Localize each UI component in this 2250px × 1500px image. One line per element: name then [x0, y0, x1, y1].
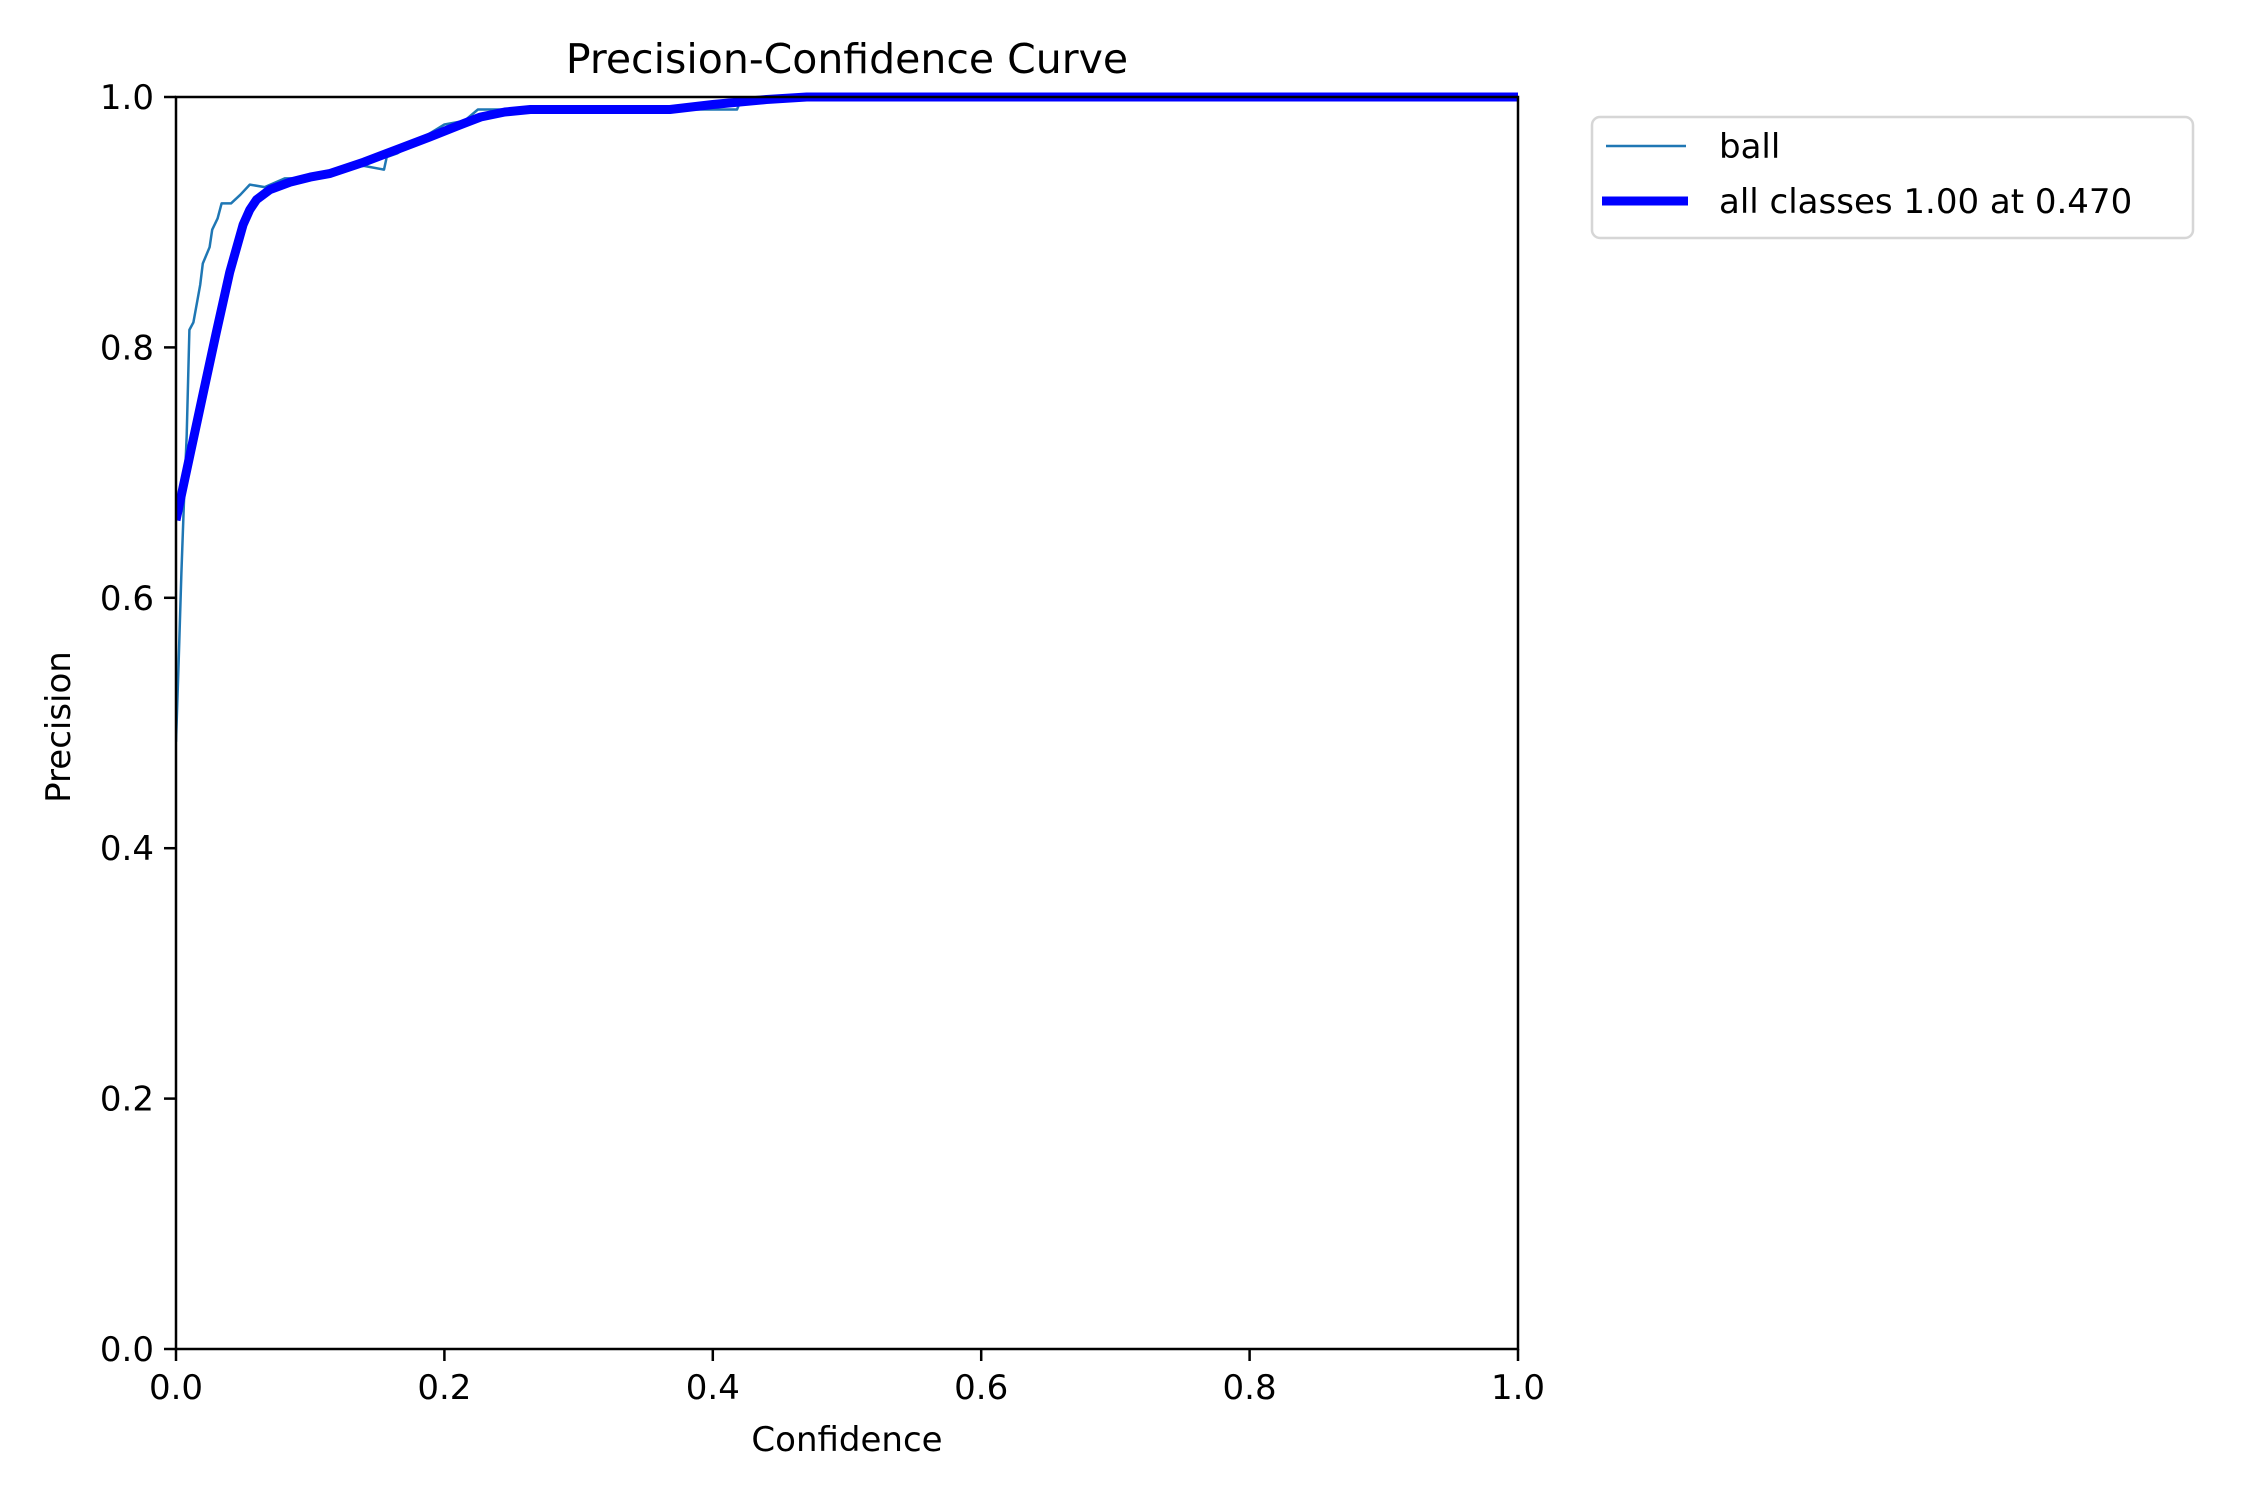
legend-box: [1590, 115, 2195, 240]
x-tick-label: 0.2: [417, 1368, 471, 1408]
x-tick-label: 0.0: [149, 1368, 203, 1408]
y-tick-label: 0.2: [100, 1080, 154, 1120]
plot-area: [174, 92, 1520, 1351]
x-tick-label: 1.0: [1491, 1368, 1545, 1408]
y-axis-label: Precision: [39, 651, 79, 803]
x-tick-label: 0.6: [954, 1368, 1008, 1408]
y-tick-label: 0.6: [100, 579, 154, 619]
y-tick-label: 0.4: [100, 829, 154, 869]
legend-label-ball: ball: [1719, 127, 1780, 167]
legend-label-all-classes: all classes 1.00 at 0.470: [1719, 182, 2132, 222]
y-tick-label: 1.0: [100, 78, 154, 118]
x-tick-label: 0.4: [686, 1368, 740, 1408]
y-tick-label: 0.8: [100, 328, 154, 368]
x-tick-label: 0.8: [1223, 1368, 1277, 1408]
axes-frame: [174, 95, 1520, 1351]
y-tick-label: 0.0: [100, 1330, 154, 1370]
chart-title: Precision-Confidence Curve: [566, 35, 1128, 83]
x-axis-label: Confidence: [751, 1420, 942, 1460]
x-axis-ticks: 0.0 0.2 0.4 0.6 0.8 1.0: [149, 1349, 1545, 1408]
y-axis-ticks: 0.0 0.2 0.4 0.6 0.8 1.0: [100, 78, 176, 1370]
legend: ball all classes 1.00 at 0.470: [1590, 115, 2195, 240]
